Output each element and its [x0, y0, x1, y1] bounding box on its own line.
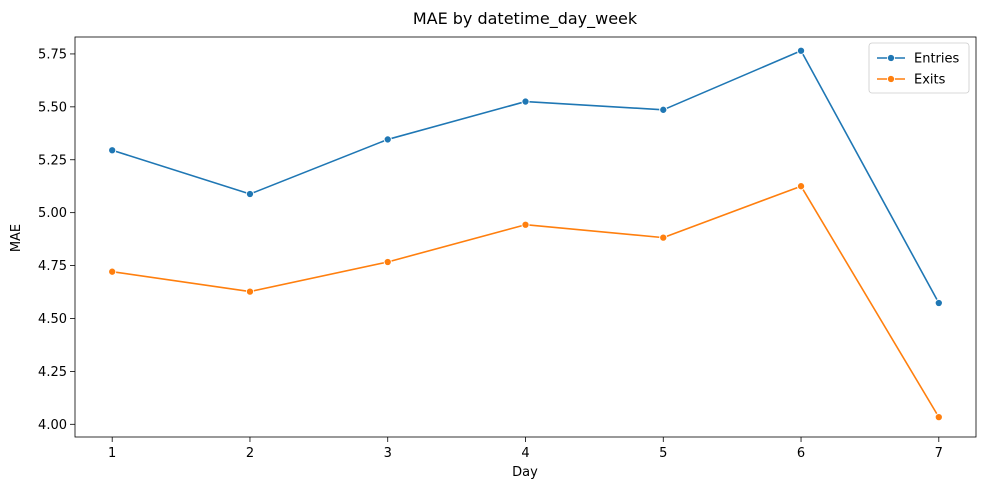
x-tick-label: 1 — [108, 446, 116, 461]
x-tick-label: 7 — [935, 446, 943, 461]
y-tick-label: 4.00 — [38, 418, 67, 433]
data-point-exits — [383, 257, 392, 267]
y-tick-label: 5.00 — [38, 206, 67, 221]
data-point-exits — [245, 287, 255, 296]
x-tick-label: 5 — [659, 446, 667, 461]
data-point-exits — [521, 220, 530, 229]
data-point-entries — [659, 105, 668, 114]
y-tick-label: 5.50 — [38, 100, 67, 115]
data-point-entries — [108, 146, 117, 155]
x-tick-label: 4 — [521, 446, 529, 461]
legend: Entries Exits — [868, 42, 970, 94]
data-point-entries — [934, 298, 943, 308]
y-tick-label: 4.75 — [38, 259, 67, 274]
data-point-exits — [934, 413, 943, 422]
legend-label-entries: Entries — [914, 52, 960, 67]
data-point-entries — [245, 189, 255, 199]
data-point-exits — [659, 233, 668, 242]
y-tick-label: 5.75 — [38, 47, 67, 62]
y-tick-label: 4.50 — [38, 312, 67, 327]
data-point-entries — [796, 46, 806, 55]
x-tick-label: 6 — [797, 446, 805, 461]
y-axis-label: MAE — [9, 224, 24, 252]
y-tick-label: 5.25 — [38, 153, 67, 168]
data-point-exits — [796, 182, 806, 191]
data-point-exits — [108, 267, 117, 276]
x-tick-label: 2 — [246, 446, 254, 461]
data-point-entries — [383, 135, 392, 144]
plot-area: 4.00 4.25 4.50 4.75 5.00 5.25 5.50 5.75 1 2 3 4 5 6 7 — [38, 36, 977, 461]
data-point-entries — [521, 97, 530, 106]
y-tick-label: 4.25 — [38, 365, 67, 380]
x-tick-label: 3 — [384, 446, 392, 461]
legend-marker-exits — [886, 74, 896, 84]
legend-label-exits: Exits — [914, 73, 946, 88]
x-axis-label: Day — [512, 465, 538, 480]
chart-title: MAE by datetime_day_week — [413, 9, 638, 29]
legend-marker-entries — [886, 53, 896, 63]
